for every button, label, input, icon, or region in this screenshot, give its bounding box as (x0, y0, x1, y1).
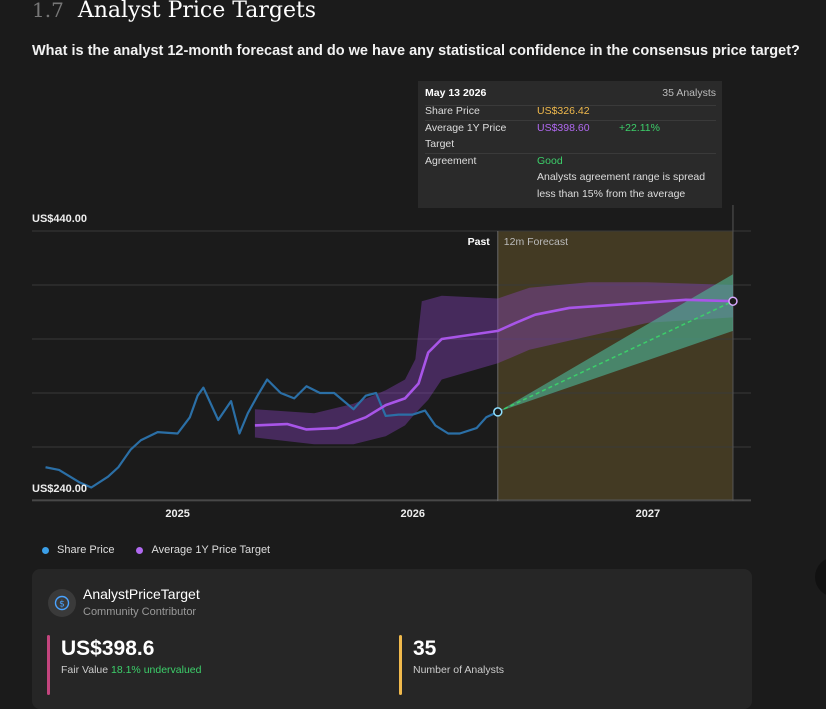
tooltip-share-price-label: Share Price (425, 105, 480, 117)
x-tick-label: 2027 (636, 508, 660, 520)
author-name[interactable]: AnalystPriceTarget (83, 586, 200, 602)
tooltip-agreement-note-2: less than 15% from the average (537, 188, 686, 200)
tooltip-agreement-label: Agreement (425, 155, 477, 167)
fair-value-accent (47, 635, 50, 695)
author-role: Community Contributor (83, 606, 197, 618)
dollar-user-icon: $ (54, 595, 70, 611)
legend-share-price-dot (42, 546, 49, 554)
fair-value: US$398.6 (61, 637, 155, 660)
target-marker (728, 296, 738, 306)
section-number: 1.7 (32, 0, 64, 22)
tooltip-agreement-note: Analysts agreement range is spread (537, 171, 706, 183)
tooltip-agreement-value: Good (537, 155, 563, 167)
forecast-label: 12m Forecast (504, 236, 568, 248)
undervalued-badge: 18.1% undervalued (111, 664, 202, 676)
analysts-accent (399, 635, 402, 695)
share-price-line (45, 378, 499, 489)
y-axis-bottom-label: US$240.00 (32, 483, 88, 495)
fair-value-label: Fair Value (61, 664, 109, 676)
author-avatar[interactable]: $ (48, 589, 76, 617)
tooltip-target-label-2: Target (425, 138, 455, 150)
x-tick-label: 2025 (165, 508, 189, 520)
current-price-marker (493, 407, 503, 417)
price-target-line (254, 298, 733, 431)
scroll-button[interactable] (815, 557, 826, 597)
target-range-band (254, 282, 733, 445)
chart-tooltip: May 13 2026 35 Analysts Share Price US$3… (418, 81, 722, 208)
analyst-card: $ AnalystPriceTarget Community Contribut… (32, 569, 752, 709)
tooltip-target-change: +22.11% (619, 122, 660, 134)
tooltip-target-label: Average 1Y Price (425, 122, 507, 134)
price-target-chart[interactable]: Past 12m Forecast 2025 2026 2027 (0, 0, 826, 540)
analysts-label: Number of Analysts (413, 664, 505, 676)
chart-legend: Share Price Average 1Y Price Target (42, 544, 270, 556)
y-axis-top-label: US$440.00 (32, 213, 88, 225)
tooltip-date: May 13 2026 (425, 87, 487, 99)
x-tick-label: 2026 (401, 508, 425, 520)
section-title: Analyst Price Targets (77, 0, 317, 23)
svg-text:$: $ (59, 600, 65, 610)
legend-share-price-label: Share Price (57, 544, 115, 556)
section-question: What is the analyst 12-month forecast an… (32, 43, 800, 59)
legend-price-target-dot (136, 546, 144, 554)
legend-share-price[interactable]: Share Price (42, 544, 114, 556)
analysts-count: 35 (413, 637, 437, 660)
forecast-cone (497, 274, 733, 412)
legend-price-target[interactable]: Average 1Y Price Target (136, 544, 270, 556)
section-header: 1.7 Analyst Price Targets (32, 0, 316, 23)
tooltip-share-price-value: US$326.42 (537, 105, 590, 117)
fair-value-caption: Fair Value 18.1% undervalued (61, 664, 202, 676)
past-label: Past (468, 236, 491, 248)
tooltip-analyst-count: 35 Analysts (662, 87, 716, 99)
legend-price-target-label: Average 1Y Price Target (151, 544, 271, 556)
tooltip-target-value: US$398.60 (537, 122, 590, 134)
forecast-line (497, 300, 734, 413)
